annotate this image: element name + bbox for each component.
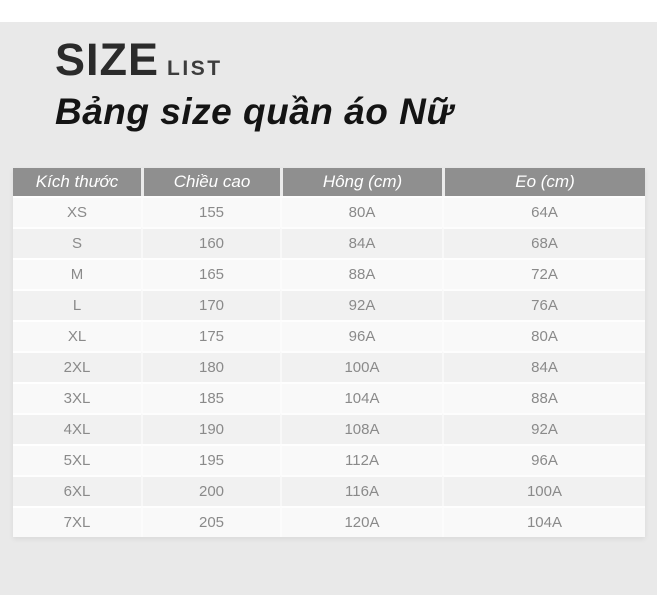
table-cell: 170 xyxy=(141,289,280,320)
table-cell: XS xyxy=(13,196,141,227)
table-cell: 120A xyxy=(280,506,442,537)
size-table-body: XS 155 80A 64A S 160 84A 68A M 165 88A 72A L 170 92A 76… xyxy=(13,196,645,537)
header-row: Kích thước Chiều cao Hông (cm) Eo (cm) xyxy=(13,168,645,196)
title-block: SIZE LIST Bảng size quần áo Nữ xyxy=(0,22,657,133)
table-cell: 165 xyxy=(141,258,280,289)
table-row: L 170 92A 76A xyxy=(13,289,645,320)
table-cell: 175 xyxy=(141,320,280,351)
table-cell: 88A xyxy=(442,382,645,413)
table-cell: 104A xyxy=(280,382,442,413)
column-header-hip: Hông (cm) xyxy=(280,168,442,196)
table-cell: 68A xyxy=(442,227,645,258)
table-cell: 116A xyxy=(280,475,442,506)
table-cell: 195 xyxy=(141,444,280,475)
table-cell: 180 xyxy=(141,351,280,382)
table-cell: XL xyxy=(13,320,141,351)
table-cell: 100A xyxy=(442,475,645,506)
table-row: XS 155 80A 64A xyxy=(13,196,645,227)
table-cell: 72A xyxy=(442,258,645,289)
table-cell: 190 xyxy=(141,413,280,444)
table-cell: 2XL xyxy=(13,351,141,382)
table-row: 2XL 180 100A 84A xyxy=(13,351,645,382)
table-cell: L xyxy=(13,289,141,320)
table-cell: 5XL xyxy=(13,444,141,475)
table-cell: 84A xyxy=(442,351,645,382)
column-header-height: Chiều cao xyxy=(141,168,280,196)
table-cell: S xyxy=(13,227,141,258)
table-cell: 205 xyxy=(141,506,280,537)
table-cell: 96A xyxy=(280,320,442,351)
table-cell: 88A xyxy=(280,258,442,289)
table-cell: 100A xyxy=(280,351,442,382)
table-cell: M xyxy=(13,258,141,289)
table-cell: 185 xyxy=(141,382,280,413)
table-cell: 112A xyxy=(280,444,442,475)
table-cell: 76A xyxy=(442,289,645,320)
table-cell: 80A xyxy=(442,320,645,351)
title-size: SIZE xyxy=(55,34,160,85)
table-row: M 165 88A 72A xyxy=(13,258,645,289)
table-cell: 92A xyxy=(280,289,442,320)
table-cell: 6XL xyxy=(13,475,141,506)
column-header-size: Kích thước xyxy=(13,168,141,196)
size-list-panel: SIZE LIST Bảng size quần áo Nữ Kích thướ… xyxy=(0,22,657,595)
table-cell: 96A xyxy=(442,444,645,475)
table-cell: 108A xyxy=(280,413,442,444)
size-table: Kích thước Chiều cao Hông (cm) Eo (cm) X… xyxy=(13,168,645,537)
size-table-header: Kích thước Chiều cao Hông (cm) Eo (cm) xyxy=(13,168,645,196)
table-cell: 4XL xyxy=(13,413,141,444)
table-cell: 84A xyxy=(280,227,442,258)
table-row: S 160 84A 68A xyxy=(13,227,645,258)
table-cell: 64A xyxy=(442,196,645,227)
table-row: 3XL 185 104A 88A xyxy=(13,382,645,413)
table-row: 6XL 200 116A 100A xyxy=(13,475,645,506)
table-row: XL 175 96A 80A xyxy=(13,320,645,351)
column-header-waist: Eo (cm) xyxy=(442,168,645,196)
table-row: 4XL 190 108A 92A xyxy=(13,413,645,444)
table-cell: 160 xyxy=(141,227,280,258)
table-cell: 3XL xyxy=(13,382,141,413)
table-cell: 92A xyxy=(442,413,645,444)
table-cell: 200 xyxy=(141,475,280,506)
table-row: 7XL 205 120A 104A xyxy=(13,506,645,537)
title-list: LIST xyxy=(167,57,223,80)
title-row: SIZE LIST xyxy=(55,37,657,82)
table-cell: 7XL xyxy=(13,506,141,537)
page-subtitle: Bảng size quần áo Nữ xyxy=(55,91,454,132)
table-cell: 104A xyxy=(442,506,645,537)
table-cell: 80A xyxy=(280,196,442,227)
table-row: 5XL 195 112A 96A xyxy=(13,444,645,475)
table-cell: 155 xyxy=(141,196,280,227)
